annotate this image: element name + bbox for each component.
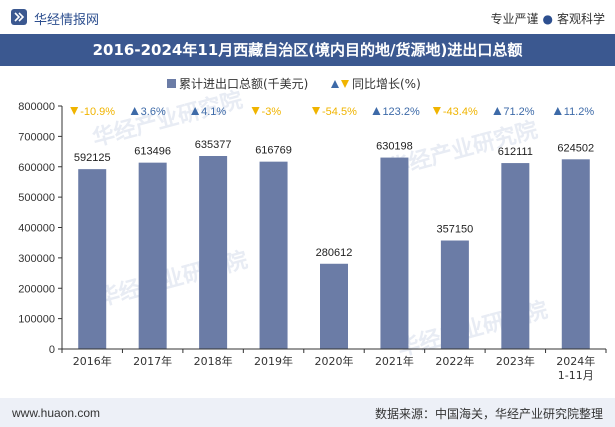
title-bar — [0, 34, 615, 66]
x-tick-label-line: 2019年 — [254, 354, 293, 368]
x-tick-label-1: 2017年 — [133, 354, 172, 368]
x-tick-label-line: 2016年 — [73, 354, 112, 368]
legend-growth-label: 同比增长(%) — [352, 77, 421, 91]
growth-down-triangle-icon-6 — [432, 107, 441, 115]
growth-down-triangle-icon-0 — [70, 107, 79, 115]
growth-labels-layer: -10.9% 3.6% 4.1% -3% -54.5% 123.2% -43.4% 71.2%… — [70, 106, 594, 118]
slogan-right: 客观科学 — [556, 12, 605, 26]
bar-value-label-7: 612111 — [498, 146, 533, 158]
bar-value-label-2: 635377 — [195, 139, 232, 151]
y-tick-label-4: 400000 — [18, 223, 55, 235]
bar-value-label-5: 630198 — [376, 141, 413, 153]
legend-down-triangle-icon — [341, 80, 349, 88]
y-tick-label-8: 800000 — [18, 101, 55, 113]
chart-title: 2016-2024年11月西藏自治区(境内目的地/货源地)进出口总额 — [92, 41, 523, 59]
bar-6 — [440, 240, 469, 349]
growth-up-triangle-icon-2 — [191, 107, 200, 115]
y-tick-label-5: 500000 — [18, 192, 55, 204]
x-tick-label-line: 2017年 — [133, 354, 172, 368]
bar-5 — [380, 157, 409, 349]
bar-value-label-6: 357150 — [437, 224, 474, 236]
bar-value-label-3: 616769 — [255, 145, 292, 157]
growth-label-8: 11.2% — [564, 106, 595, 118]
bar-7 — [501, 163, 530, 349]
footer-bar — [0, 398, 615, 427]
x-tick-label-4: 2020年 — [315, 354, 354, 368]
x-tick-label-line: 1-11月 — [558, 369, 594, 382]
x-tick-label-8: 2024年 1-11月 — [556, 354, 595, 382]
growth-label-5: 123.2% — [382, 106, 420, 118]
bar-4 — [320, 263, 348, 349]
slogan: 专业严谨 ● 客观科学 — [490, 10, 605, 27]
y-tick-label-2: 200000 — [18, 283, 55, 295]
legend-bar-swatch — [167, 79, 176, 88]
brand-name: 华经情报网 — [34, 13, 100, 28]
bar-value-label-1: 613496 — [134, 146, 171, 158]
growth-up-triangle-icon-7 — [493, 107, 502, 115]
bar-3 — [259, 161, 288, 349]
y-tick-label-3: 300000 — [18, 253, 55, 265]
x-tick-label-line: 2022年 — [435, 354, 474, 368]
bar-8 — [561, 159, 590, 349]
top-bar: 华经情报网 专业严谨 ● 客观科学 — [0, 0, 615, 35]
y-tick-label-0: 0 — [49, 344, 55, 356]
growth-up-triangle-icon-5 — [372, 107, 381, 115]
legend-bar-label: 累计进出口总额(千美元) — [179, 77, 308, 91]
y-tick-label-1: 100000 — [18, 314, 55, 326]
separator-dot-icon: ● — [542, 12, 553, 26]
growth-label-4: -54.5% — [322, 106, 357, 118]
y-axis: 0 100000 200000 300000 400000 500000 600000 700… — [18, 101, 63, 356]
x-tick-label-7: 2023年 — [496, 354, 535, 368]
x-axis: 2016年 2017年 2018年 2019年 2020年 2021年 2022年 2023年… — [61, 348, 607, 382]
chart-legend: 累计进出口总额(千美元) 同比增长(%) — [167, 77, 421, 91]
growth-down-triangle-icon-4 — [312, 107, 320, 115]
x-tick-label-line: 2020年 — [315, 354, 354, 368]
x-tick-label-line: 2024年 — [556, 354, 595, 368]
bars-layer: 592125 613496 635377 616769 280612 630198 3571… — [74, 139, 594, 349]
growth-label-7: 71.2% — [503, 106, 534, 118]
bar-value-label-0: 592125 — [74, 152, 111, 164]
growth-label-3: -3% — [262, 106, 282, 118]
growth-label-6: -43.4% — [443, 106, 478, 118]
bar-2 — [199, 156, 228, 349]
data-source: 数据来源：中国海关，华经产业研究院整理 — [374, 407, 603, 421]
bar-value-label-8: 624502 — [557, 142, 594, 154]
growth-up-triangle-icon-8 — [553, 107, 562, 115]
site-url: www.huaon.com — [12, 406, 101, 420]
x-tick-label-line: 2023年 — [496, 354, 535, 368]
growth-down-triangle-icon-3 — [251, 107, 260, 115]
x-tick-label-6: 2022年 — [435, 354, 474, 368]
growth-label-2: 4.1% — [201, 106, 226, 118]
growth-up-triangle-icon-1 — [130, 107, 139, 115]
x-tick-label-0: 2016年 — [73, 354, 112, 368]
x-tick-label-line: 2018年 — [194, 354, 233, 368]
slogan-left: 专业严谨 — [490, 12, 539, 26]
x-tick-label-2: 2018年 — [194, 354, 233, 368]
growth-label-1: 3.6% — [141, 106, 166, 118]
x-tick-label-3: 2019年 — [254, 354, 293, 368]
bar-1 — [138, 162, 167, 349]
bar-value-label-4: 280612 — [316, 247, 353, 259]
bar-0 — [78, 169, 107, 349]
growth-label-0: -10.9% — [80, 106, 115, 118]
y-tick-label-6: 600000 — [18, 162, 55, 174]
x-tick-label-line: 2021年 — [375, 354, 414, 368]
legend-up-triangle-icon — [331, 80, 339, 88]
x-tick-label-5: 2021年 — [375, 354, 414, 368]
huajing-logo-icon — [11, 9, 27, 25]
y-tick-label-7: 700000 — [18, 131, 55, 143]
